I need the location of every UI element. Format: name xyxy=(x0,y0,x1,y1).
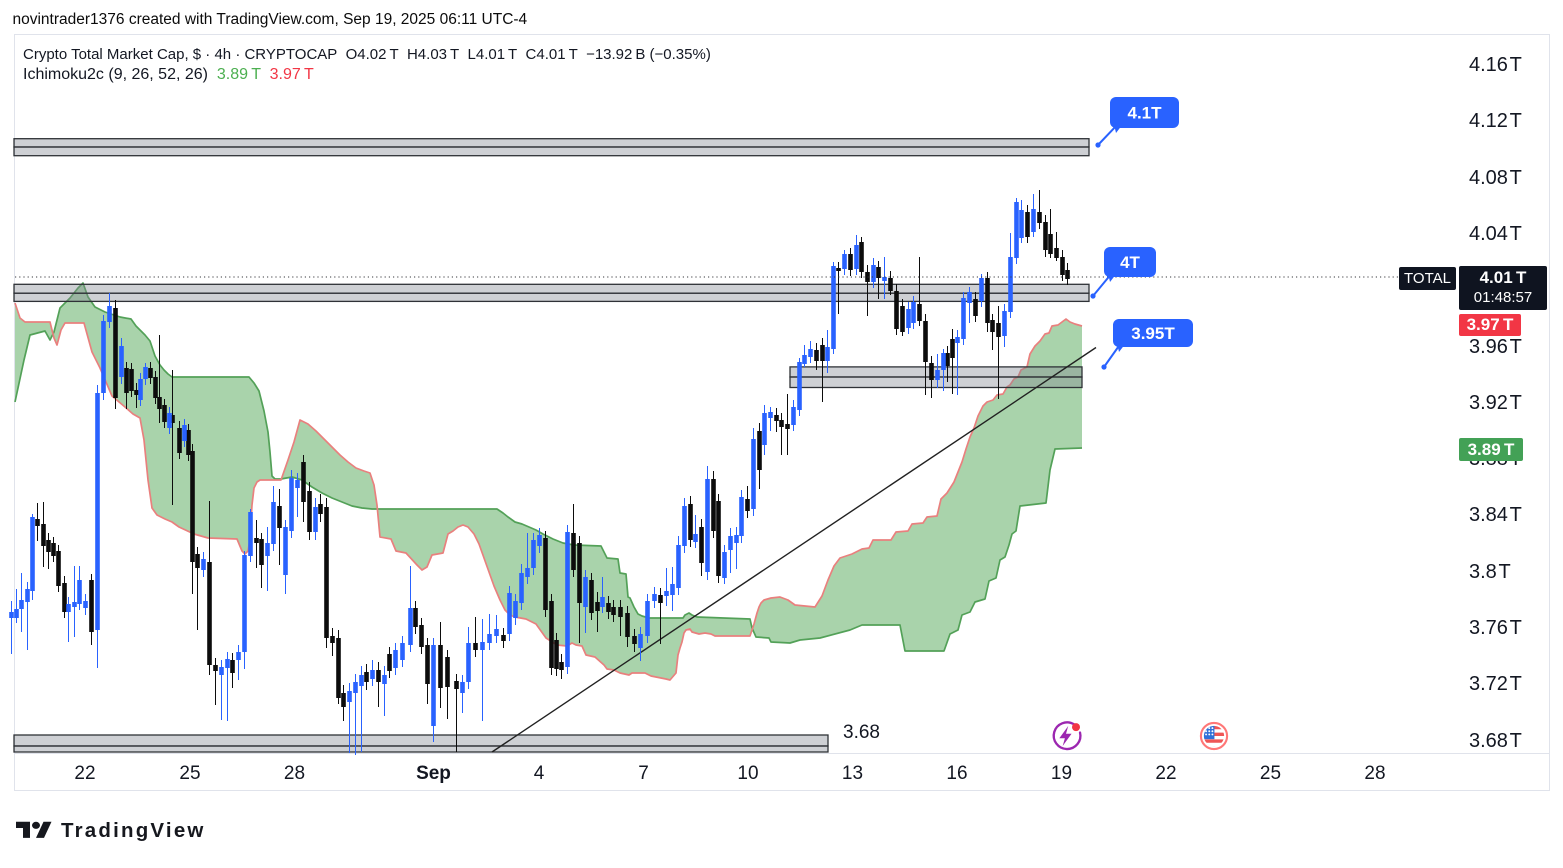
svg-text:4.1T: 4.1T xyxy=(1127,103,1162,122)
svg-text:3.95T: 3.95T xyxy=(1131,324,1175,343)
svg-text:4T: 4T xyxy=(1120,253,1140,272)
